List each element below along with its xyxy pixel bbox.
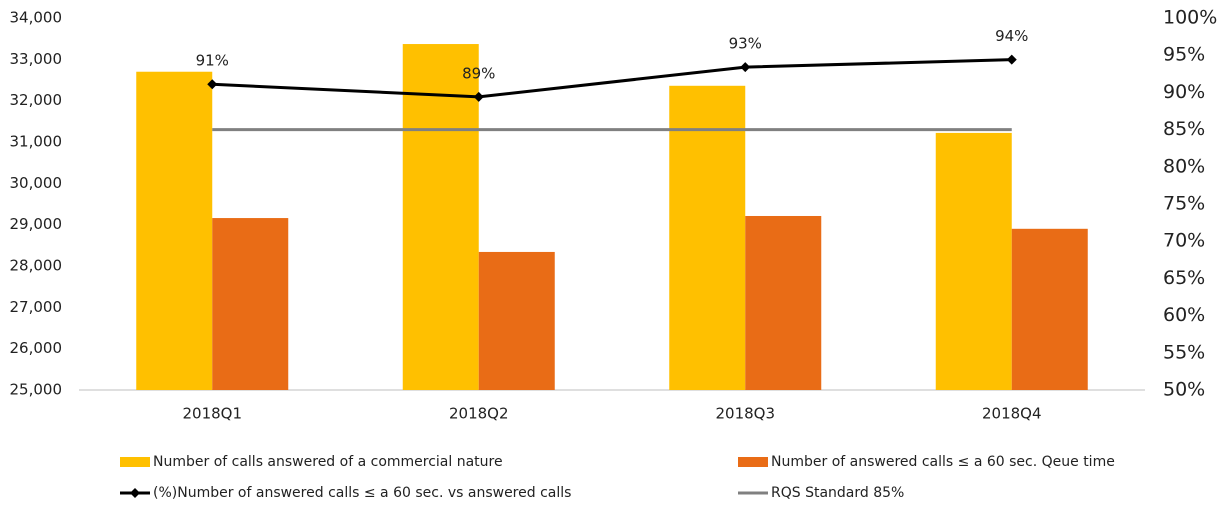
bar bbox=[402, 44, 479, 390]
y2-tick-label: 90% bbox=[1163, 81, 1205, 103]
y2-tick-label: 65% bbox=[1163, 267, 1205, 289]
data-label: 93% bbox=[729, 35, 762, 53]
y-tick-label: 29,000 bbox=[10, 215, 63, 233]
bar bbox=[136, 71, 213, 390]
line-series bbox=[212, 58, 1012, 99]
y2-tick-label: 100% bbox=[1163, 7, 1217, 29]
y-tick-label: 31,000 bbox=[10, 133, 63, 151]
y-tick-label: 27,000 bbox=[10, 298, 63, 316]
legend-swatch bbox=[120, 457, 150, 467]
x-tick-label: 2018Q2 bbox=[449, 405, 509, 423]
legend-swatch bbox=[738, 457, 768, 467]
y2-tick-label: 75% bbox=[1163, 193, 1205, 215]
y-tick-label: 28,000 bbox=[10, 257, 63, 275]
y2-tick-label: 85% bbox=[1163, 118, 1205, 140]
y-tick-label: 33,000 bbox=[10, 50, 63, 68]
y2-tick-label: 55% bbox=[1163, 341, 1205, 363]
y2-tick-label: 50% bbox=[1163, 379, 1205, 401]
y-tick-label: 34,000 bbox=[10, 9, 63, 27]
bar bbox=[478, 251, 555, 390]
line-marker bbox=[1006, 54, 1017, 65]
line-marker bbox=[740, 62, 751, 73]
data-label: 94% bbox=[995, 27, 1028, 45]
legend-label: Number of answered calls ≤ a 60 sec. Qeu… bbox=[771, 454, 1115, 470]
y2-tick-label: 60% bbox=[1163, 304, 1205, 326]
legend-label: RQS Standard 85% bbox=[771, 485, 904, 501]
line-marker bbox=[207, 79, 218, 90]
bar bbox=[935, 132, 1012, 390]
y2-tick-label: 95% bbox=[1163, 44, 1205, 66]
x-tick-label: 2018Q1 bbox=[182, 405, 242, 423]
legend-marker bbox=[130, 488, 140, 498]
legend-label: Number of calls answered of a commercial… bbox=[153, 454, 503, 470]
bar bbox=[745, 215, 822, 390]
y2-tick-label: 80% bbox=[1163, 155, 1205, 177]
y2-tick-label: 70% bbox=[1163, 230, 1205, 252]
bar bbox=[212, 218, 289, 390]
y-tick-label: 30,000 bbox=[10, 174, 63, 192]
x-tick-label: 2018Q4 bbox=[982, 405, 1042, 423]
data-label: 91% bbox=[196, 52, 229, 70]
bar bbox=[669, 85, 746, 390]
x-tick-label: 2018Q3 bbox=[715, 405, 775, 423]
data-label: 89% bbox=[462, 64, 495, 82]
legend-label: (%)Number of answered calls ≤ a 60 sec. … bbox=[153, 485, 571, 501]
y-tick-label: 32,000 bbox=[10, 91, 63, 109]
y-tick-label: 25,000 bbox=[10, 381, 63, 399]
y-tick-label: 26,000 bbox=[10, 339, 63, 357]
line-marker bbox=[473, 91, 484, 102]
bar bbox=[1011, 228, 1088, 390]
